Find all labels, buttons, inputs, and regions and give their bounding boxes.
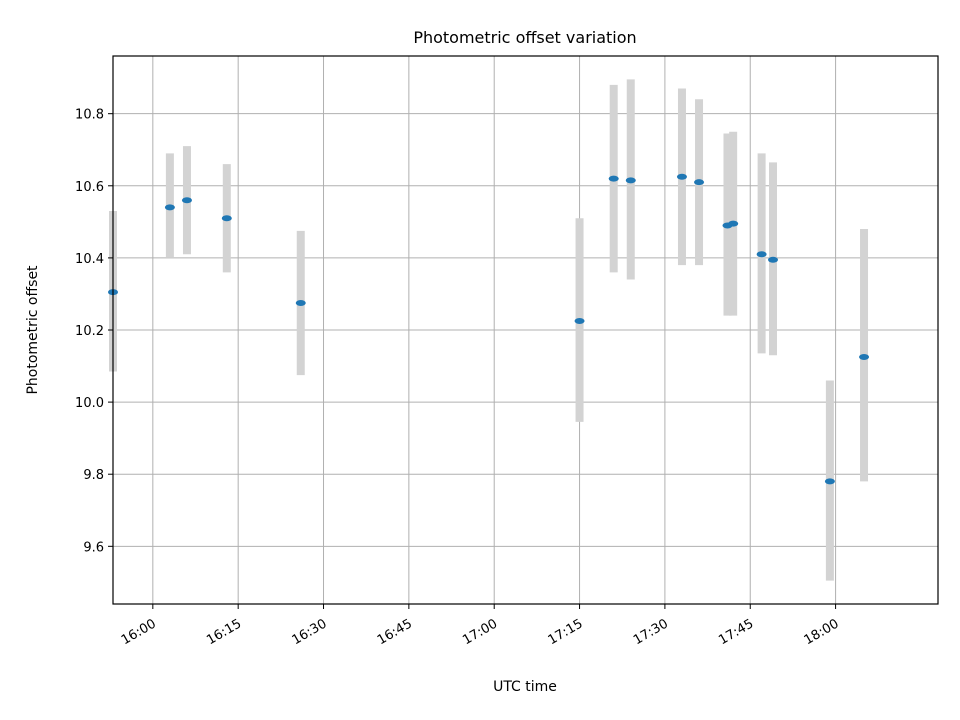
y-axis-ticks: 9.6 9.8 10.0 10.2 10.4 10.6 10.8 xyxy=(75,108,113,555)
x-tick-label: 16:00 xyxy=(119,616,159,648)
y-tick-label: 10.4 xyxy=(75,252,104,267)
x-tick-label: 16:15 xyxy=(204,616,244,648)
x-tick-label: 17:45 xyxy=(716,616,756,648)
x-tick-label: 17:15 xyxy=(546,616,586,648)
data-point xyxy=(164,204,175,211)
data-point xyxy=(676,173,687,180)
x-tick-label: 17:00 xyxy=(460,616,500,648)
y-axis-label: Photometric offset xyxy=(25,265,41,395)
y-tick-label: 10.0 xyxy=(75,396,104,411)
data-point xyxy=(824,478,835,485)
x-axis-ticks: 16:00 16:15 16:30 16:45 17:00 17:15 17:30 17:45… xyxy=(119,604,842,648)
y-tick-label: 10.6 xyxy=(75,180,104,195)
x-tick-label: 18:00 xyxy=(802,616,842,648)
y-tick-label: 10.2 xyxy=(75,324,104,339)
data-point xyxy=(756,251,767,258)
x-tick-label: 16:45 xyxy=(375,616,415,648)
data-point xyxy=(859,354,870,361)
data-point xyxy=(181,197,192,204)
x-axis-label: UTC time xyxy=(493,679,557,695)
grid xyxy=(113,56,938,604)
data-point xyxy=(768,256,778,263)
data-point xyxy=(694,179,705,186)
data-point xyxy=(608,175,619,182)
data-point xyxy=(574,317,585,324)
y-tick-label: 9.6 xyxy=(83,540,104,555)
chart-title: Photometric offset variation xyxy=(413,28,636,47)
data-point xyxy=(221,215,232,222)
data-points xyxy=(108,173,870,485)
data-point xyxy=(295,299,306,306)
y-tick-label: 9.8 xyxy=(83,468,104,483)
y-tick-label: 10.8 xyxy=(75,108,104,123)
data-point xyxy=(728,220,739,227)
x-tick-label: 16:30 xyxy=(290,616,330,648)
data-point xyxy=(625,177,636,184)
x-tick-label: 17:30 xyxy=(631,616,671,648)
